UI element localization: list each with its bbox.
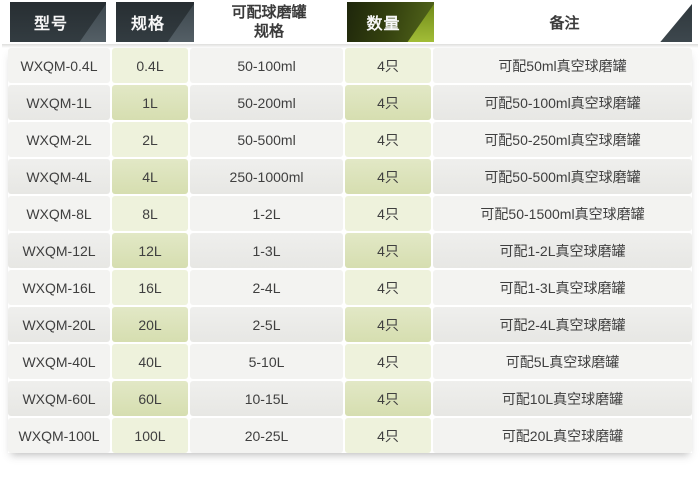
cell-remark: 可配5L真空球磨罐 (433, 344, 692, 379)
cell-remark: 可配1-2L真空球磨罐 (433, 233, 692, 268)
cell-model: WXQM-16L (8, 270, 110, 305)
cell-quantity: 4只 (345, 48, 431, 83)
cell-model: WXQM-4L (8, 159, 110, 194)
cell-model: WXQM-60L (8, 381, 110, 416)
cell-quantity: 4只 (345, 233, 431, 268)
cell-jar-range: 50-100ml (190, 48, 343, 83)
header-model-label: 型号 (33, 16, 68, 33)
cell-capacity: 1L (112, 85, 188, 120)
table-header-row: 型号 规格 可配球磨罐 规格 数量 备注 (8, 0, 692, 44)
cell-remark: 可配20L真空球磨罐 (433, 418, 692, 453)
cell-capacity: 12L (112, 233, 188, 268)
cell-model: WXQM-20L (8, 307, 110, 342)
cell-jar-range: 2-5L (190, 307, 343, 342)
cell-capacity: 0.4L (112, 48, 188, 83)
cell-capacity: 16L (112, 270, 188, 305)
header-remarks: 备注 (549, 14, 580, 32)
header-quantity: 数量 (347, 2, 434, 42)
cell-capacity: 20L (112, 307, 188, 342)
cell-jar-range: 1-2L (190, 196, 343, 231)
cell-remark: 可配50-100ml真空球磨罐 (433, 85, 692, 120)
cell-jar-range: 20-25L (190, 418, 343, 453)
cell-capacity: 100L (112, 418, 188, 453)
header-jar-spec: 可配球磨罐 规格 (231, 4, 307, 40)
cell-quantity: 4只 (345, 85, 431, 120)
cell-remark: 可配10L真空球磨罐 (433, 381, 692, 416)
cell-quantity: 4只 (345, 344, 431, 379)
cell-remark: 可配50-250ml真空球磨罐 (433, 122, 692, 157)
cell-remark: 可配2-4L真空球磨罐 (433, 307, 692, 342)
cell-capacity: 60L (112, 381, 188, 416)
cell-jar-range: 50-200ml (190, 85, 343, 120)
cell-capacity: 4L (112, 159, 188, 194)
cell-model: WXQM-100L (8, 418, 110, 453)
cell-model: WXQM-8L (8, 196, 110, 231)
cell-jar-range: 5-10L (190, 344, 343, 379)
cell-quantity: 4只 (345, 270, 431, 305)
cell-model: WXQM-0.4L (8, 48, 110, 83)
cell-remark: 可配50ml真空球磨罐 (433, 48, 692, 83)
cell-remark: 可配50-500ml真空球磨罐 (433, 159, 692, 194)
cell-model: WXQM-1L (8, 85, 110, 120)
cell-remark: 可配1-3L真空球磨罐 (433, 270, 692, 305)
cell-model: WXQM-12L (8, 233, 110, 268)
cell-quantity: 4只 (345, 196, 431, 231)
header-shadow (2, 44, 698, 48)
cell-quantity: 4只 (345, 159, 431, 194)
cell-remark: 可配50-1500ml真空球磨罐 (433, 196, 692, 231)
cell-capacity: 40L (112, 344, 188, 379)
cell-quantity: 4只 (345, 418, 431, 453)
header-model: 型号 (10, 2, 106, 42)
cell-quantity: 4只 (345, 122, 431, 157)
header-quantity-label: 数量 (366, 16, 401, 33)
cell-capacity: 8L (112, 196, 188, 231)
header-capacity-label: 规格 (130, 16, 165, 33)
cell-quantity: 4只 (345, 307, 431, 342)
cell-quantity: 4只 (345, 381, 431, 416)
cell-jar-range: 250-1000ml (190, 159, 343, 194)
header-capacity: 规格 (116, 2, 194, 42)
cell-capacity: 2L (112, 122, 188, 157)
cell-model: WXQM-2L (8, 122, 110, 157)
cell-jar-range: 1-3L (190, 233, 343, 268)
cell-jar-range: 10-15L (190, 381, 343, 416)
cell-jar-range: 50-500ml (190, 122, 343, 157)
table-body: WXQM-0.4L 0.4L 50-100ml 4只 可配50ml真空球磨罐 W… (8, 48, 692, 453)
cell-jar-range: 2-4L (190, 270, 343, 305)
cell-model: WXQM-40L (8, 344, 110, 379)
